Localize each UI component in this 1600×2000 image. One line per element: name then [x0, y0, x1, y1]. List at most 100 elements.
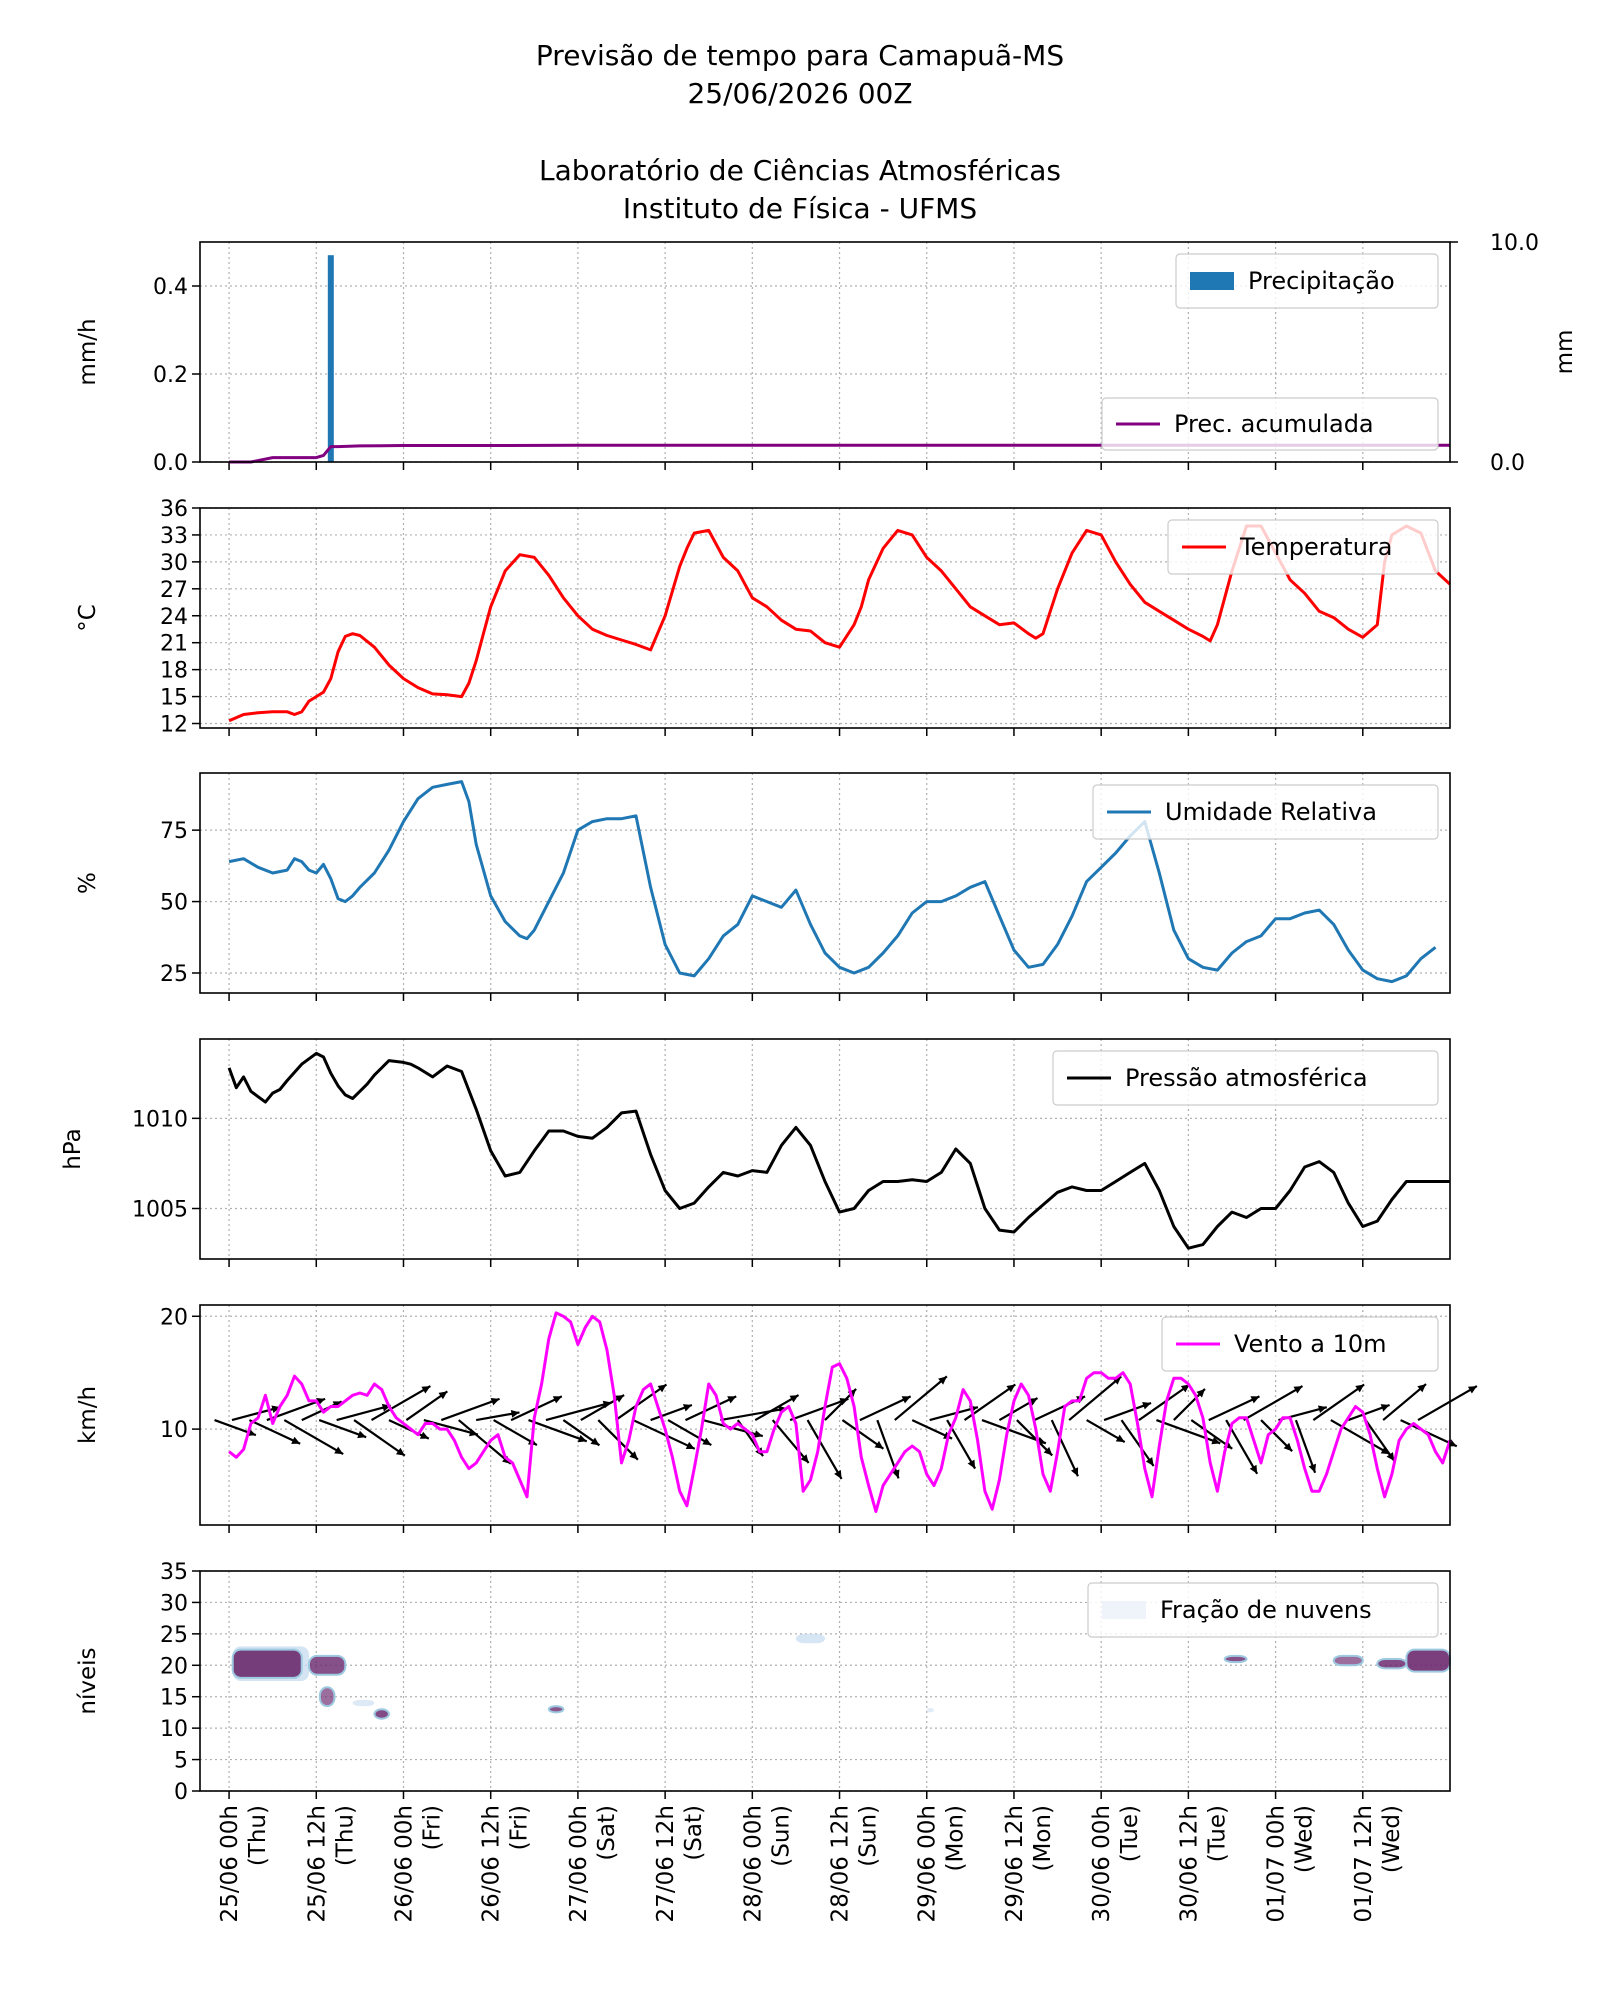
y-tick-label: 24: [160, 605, 188, 630]
wind-vector-head: [552, 1396, 562, 1404]
x-tick-day-label: (Wed): [1379, 1805, 1405, 1873]
humidity-panel: 25 50 75% Umidade Relativa: [75, 772, 1451, 1001]
wind-vector-head: [510, 1409, 520, 1418]
cloud-patch: [1405, 1648, 1452, 1673]
x-tick-day-label: (Mon): [943, 1805, 969, 1871]
x-tick-date-label: 28/06 12h: [828, 1805, 854, 1922]
wind-vector: [493, 1419, 538, 1447]
cloud-patch: [795, 1633, 825, 1644]
x-axis-labels: 25/06 00h (Thu) 25/06 12h (Thu) 26/06 00h (Fr…: [217, 1805, 1405, 1922]
legend-label: Vento a 10m: [1234, 1330, 1387, 1358]
wind-vector: [615, 1383, 668, 1421]
y-tick-label: 12: [160, 713, 188, 738]
y-tick-label: 30: [160, 551, 188, 576]
wind-vector-head: [901, 1396, 911, 1404]
wind-vector: [248, 1419, 301, 1445]
legend-label: Temperatura: [1239, 533, 1393, 561]
wind-vector-head: [685, 1441, 695, 1449]
wind-vector: [1330, 1419, 1391, 1456]
x-tick-day-label: (Thu): [245, 1805, 271, 1866]
wind-vector: [1068, 1375, 1122, 1421]
y-tick-label: 5: [174, 1749, 188, 1774]
x-tick-date-label: 26/06 00h: [391, 1805, 417, 1922]
wind-vector: [929, 1406, 979, 1422]
plot-frame: [199, 241, 1451, 463]
wind-vector: [632, 1419, 696, 1450]
y-tick-label: 36: [160, 497, 188, 522]
legend-label: Prec. acumulada: [1174, 410, 1374, 438]
y-tick-label: 25: [160, 962, 188, 987]
legend-label: Fração de nuvens: [1160, 1596, 1372, 1624]
wind-speed-line: [228, 1311, 1452, 1513]
wind-vector: [1103, 1401, 1152, 1422]
panels: 0.0 0.2 0.4 mm/h 0.0 10.0 mm Precipitação Prec. …: [60, 231, 1578, 1922]
wind-vector-head: [291, 1436, 301, 1444]
y-axis-label: hPa: [60, 1128, 86, 1170]
precip-bar: [327, 255, 334, 462]
wind-vector: [1312, 1383, 1365, 1421]
wind-vector: [440, 1397, 500, 1422]
x-tick-day-label: (Thu): [332, 1805, 358, 1866]
wind-vector-head: [1467, 1386, 1477, 1394]
wind-vector-head: [1283, 1442, 1293, 1452]
wind-vector-head: [615, 1395, 625, 1403]
wind-vector-head: [577, 1434, 587, 1443]
y-tick-label: 0: [174, 1780, 188, 1805]
x-tick-date-label: 27/06 00h: [566, 1805, 592, 1922]
wind-vector-head: [702, 1437, 712, 1446]
y-axis-label: níveis: [75, 1647, 101, 1714]
legend-box: [1161, 1316, 1439, 1372]
wind-vector-head: [1250, 1396, 1260, 1404]
y-tick-label: 10: [160, 1717, 188, 1742]
cloud-patch: [308, 1654, 347, 1676]
wind-vector: [1364, 1419, 1396, 1462]
x-tick-date-label: 28/06 00h: [740, 1805, 766, 1922]
legend-box: [1175, 253, 1439, 309]
x-tick-date-label: 29/06 12h: [1002, 1805, 1028, 1922]
wind-vector: [685, 1395, 737, 1422]
y-tick-label: 15: [160, 1686, 188, 1711]
x-tick-date-label: 30/06 00h: [1089, 1805, 1115, 1922]
humidity-line: [228, 780, 1437, 984]
wind-vector: [1120, 1419, 1155, 1467]
x-tick-day-label: (Sat): [681, 1805, 707, 1861]
wind-vector-head: [419, 1431, 429, 1439]
cloud-patch: [547, 1705, 565, 1714]
wind-vector-head: [332, 1401, 342, 1409]
wind-vector: [283, 1419, 344, 1456]
y-tick-label: 15: [160, 686, 188, 711]
y-tick-label: 25: [160, 1623, 188, 1648]
wind-vector-head: [395, 1447, 405, 1456]
wind-vector-head: [438, 1391, 448, 1400]
y-tick-label: 1005: [132, 1198, 188, 1223]
x-tick-day-label: (Fri): [507, 1805, 533, 1850]
wind-vector: [667, 1419, 712, 1447]
wind-vector-head: [657, 1384, 667, 1393]
wind-vector: [405, 1390, 448, 1421]
plot-frame: [199, 507, 1451, 729]
cloud-patch: [1332, 1654, 1364, 1667]
legend-box: [1087, 1582, 1439, 1638]
wind-vector: [754, 1394, 800, 1422]
y-tick-label: 0.4: [153, 275, 188, 300]
wind-vector: [1138, 1383, 1191, 1421]
y-axis-label: mm/h: [75, 318, 101, 385]
x-tick-date-label: 01/07 12h: [1351, 1805, 1377, 1922]
y-tick-label: 18: [160, 659, 188, 684]
y-tick-label: 20: [160, 1654, 188, 1679]
wind-vector: [336, 1404, 392, 1422]
x-tick-day-label: (Tue): [1204, 1805, 1230, 1862]
title-line-4: Instituto de Física - UFMS: [623, 192, 977, 225]
y-axis-label: °C: [75, 604, 101, 632]
wind-vector-head: [1180, 1384, 1190, 1393]
wind-vector: [1208, 1395, 1260, 1422]
cloud-patch: [1223, 1654, 1248, 1664]
x-tick-day-label: (Mon): [1030, 1805, 1056, 1871]
x-tick-day-label: (Sun): [856, 1805, 882, 1867]
legend-label: Precipitação: [1248, 267, 1395, 295]
wind-panel: 10 20 km/h Vento a 10m: [75, 1304, 1478, 1533]
wind-vector-head: [1249, 1464, 1258, 1474]
cloud-patch: [373, 1708, 390, 1720]
wind-vector: [1156, 1419, 1221, 1445]
